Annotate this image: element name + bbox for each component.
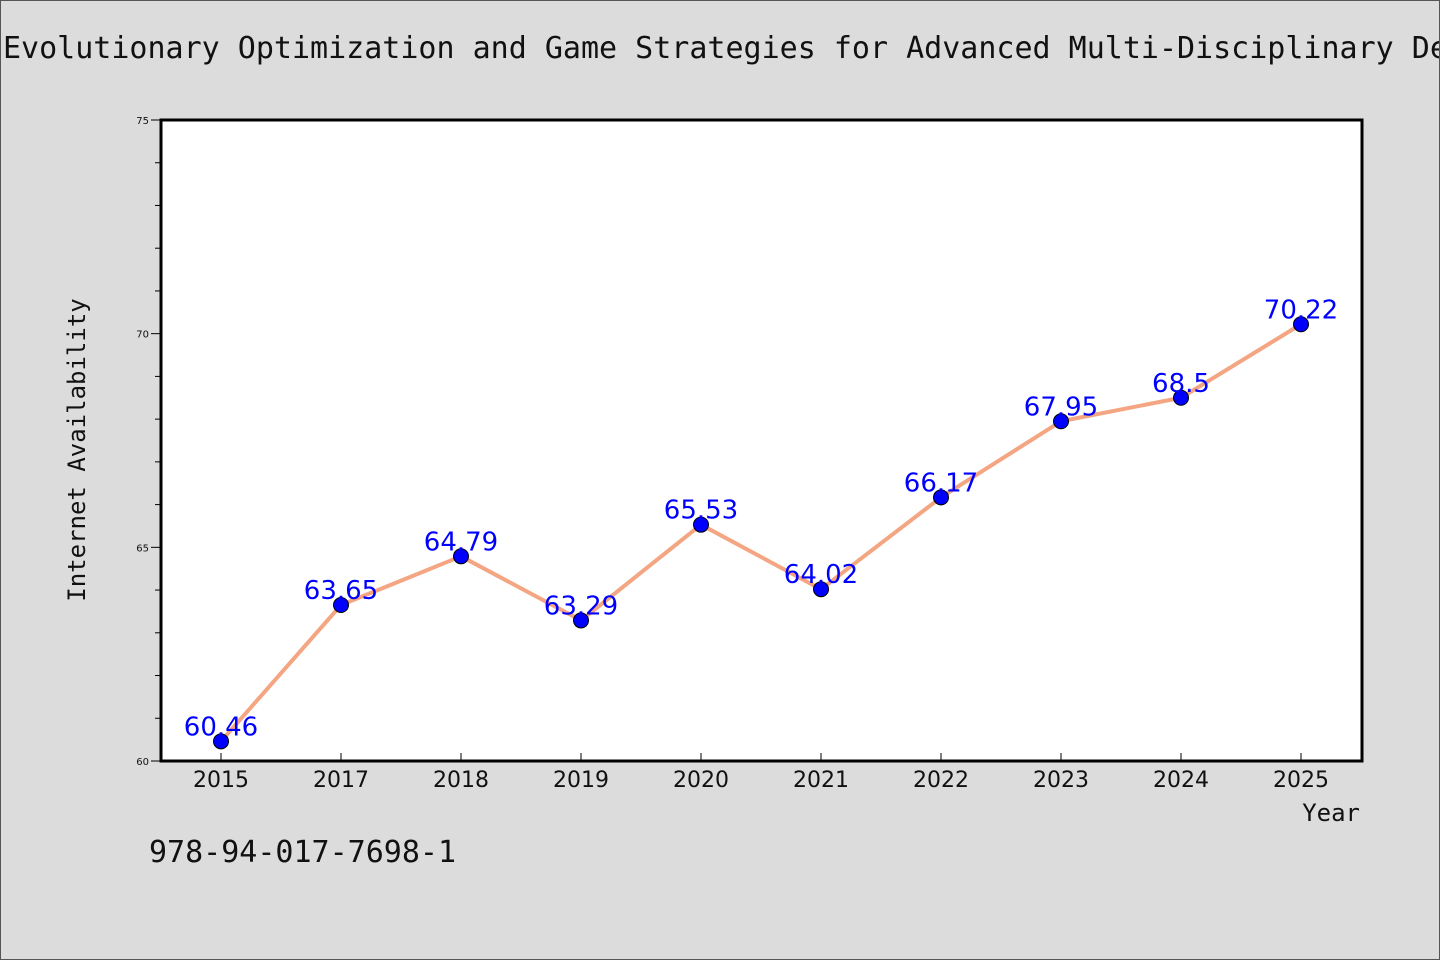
data-label: 66.17 xyxy=(904,468,978,498)
data-label: 70.22 xyxy=(1264,295,1338,325)
x-tick-label: 2019 xyxy=(553,768,609,793)
data-label: 65.53 xyxy=(664,496,738,526)
x-tick-label: 2020 xyxy=(673,768,729,793)
y-axis: 60 65 70 75 xyxy=(136,116,161,768)
data-label: 67.95 xyxy=(1024,392,1098,422)
x-axis: 2015 2017 2018 2019 2020 2021 2022 2023 2024 2025 xyxy=(193,753,1329,793)
plot-area xyxy=(159,118,1364,763)
data-point xyxy=(1173,389,1189,406)
series-line xyxy=(219,322,1303,743)
x-tick-label: 2024 xyxy=(1153,768,1209,793)
x-tick-label: 2022 xyxy=(913,768,969,793)
data-point xyxy=(573,612,589,629)
y-tick-label: 70 xyxy=(136,330,149,341)
data-point xyxy=(1053,413,1069,430)
data-point xyxy=(1293,316,1309,333)
data-point xyxy=(453,548,469,565)
footer-isbn: 978-94-017-7698-1 xyxy=(149,835,457,870)
data-point xyxy=(693,516,709,533)
x-tick-label: 2025 xyxy=(1273,768,1329,793)
data-label: 68.5 xyxy=(1152,369,1210,399)
data-label: 60.46 xyxy=(184,712,258,742)
chart-title: Evolutionary Optimization and Game Strat… xyxy=(3,31,1440,66)
y-tick-label: 75 xyxy=(136,116,149,127)
data-label: 64.02 xyxy=(784,560,858,590)
series-layer: 60.46 63.65 64.79 63.29 65.53 64.02 66.17 67.95… xyxy=(184,295,1338,750)
y-axis-label: Internet Availability xyxy=(63,298,91,601)
y-tick-label: 65 xyxy=(136,543,149,554)
x-axis-label: Year xyxy=(1302,799,1360,827)
data-label: 64.79 xyxy=(424,527,498,557)
x-tick-label: 2023 xyxy=(1033,768,1089,793)
data-point xyxy=(333,597,349,614)
data-label: 63.65 xyxy=(304,576,378,606)
data-point xyxy=(813,581,829,598)
x-tick-label: 2021 xyxy=(793,768,849,793)
x-tick-label: 2017 xyxy=(313,768,369,793)
data-label: 63.29 xyxy=(544,591,618,621)
y-tick-label: 60 xyxy=(136,757,149,768)
x-tick-label: 2015 xyxy=(193,768,249,793)
x-tick-label: 2018 xyxy=(433,768,489,793)
data-point xyxy=(933,489,949,506)
data-point xyxy=(213,733,229,750)
